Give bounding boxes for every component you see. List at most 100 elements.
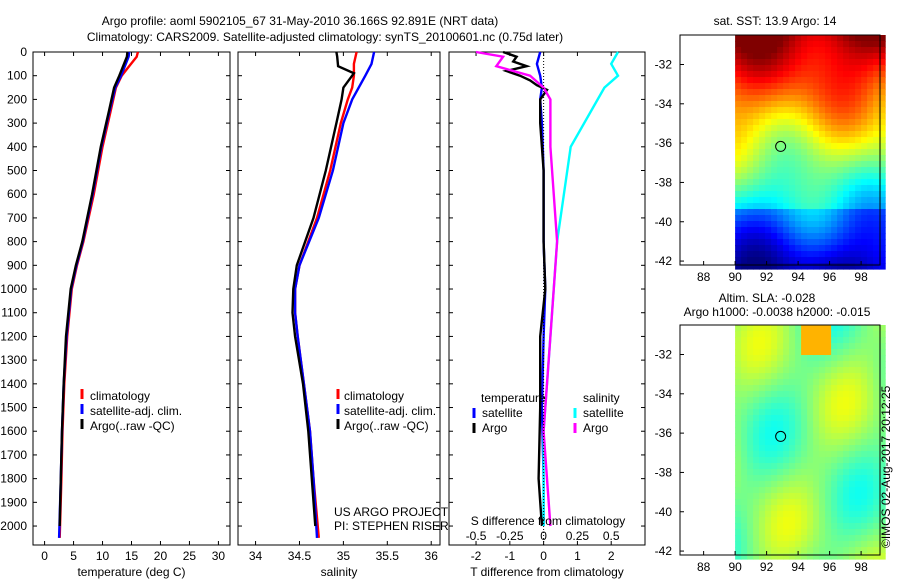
map-cell: [753, 41, 760, 48]
map-cell: [783, 475, 790, 482]
map-cell: [783, 331, 790, 338]
map-cell: [843, 529, 850, 536]
map-cell: [825, 77, 832, 84]
map-cell: [765, 517, 772, 524]
map-cell: [825, 511, 832, 518]
map-cell: [873, 209, 880, 216]
map-cell: [831, 119, 838, 126]
map-cell: [777, 191, 784, 198]
map-cell: [759, 77, 766, 84]
map-cell: [801, 469, 808, 476]
map-cell: [843, 355, 850, 362]
map-cell: [741, 77, 748, 84]
legend-label: Argo(..raw -QC): [90, 419, 175, 433]
map-cell: [753, 71, 760, 78]
map-cell: [795, 263, 802, 270]
map-cell: [777, 197, 784, 204]
map-cell: [741, 535, 748, 542]
map-cell: [789, 233, 796, 240]
map-cell: [741, 59, 748, 66]
map-cell: [849, 89, 856, 96]
map-cell: [819, 83, 826, 90]
map-cell: [753, 433, 760, 440]
map-cell: [825, 41, 832, 48]
y-tick-label: 700: [7, 211, 27, 225]
map-cell: [825, 137, 832, 144]
map-cell: [765, 41, 772, 48]
map-cell: [879, 487, 886, 494]
map-cell: [861, 451, 868, 458]
map-cell: [867, 35, 874, 42]
map-cell: [867, 553, 874, 560]
map-cell: [855, 245, 862, 252]
map-cell: [831, 481, 838, 488]
map-cell: [825, 125, 832, 132]
map-cell: [825, 535, 832, 542]
map-cell: [867, 487, 874, 494]
map-cell: [843, 463, 850, 470]
map-cell: [843, 53, 850, 60]
map-cell: [825, 155, 832, 162]
map-cell: [807, 239, 814, 246]
map-cell: [795, 101, 802, 108]
map-cell: [765, 197, 772, 204]
map-cell: [813, 451, 820, 458]
map-cell: [759, 53, 766, 60]
map-cell: [837, 227, 844, 234]
map-cell: [873, 227, 880, 234]
map-cell: [783, 77, 790, 84]
y-tick-label: 1300: [0, 353, 27, 367]
map-cell: [735, 113, 742, 120]
map-cell: [831, 35, 838, 42]
map-cell: [759, 349, 766, 356]
argo-position-marker: [775, 140, 787, 152]
x-tick-label: 25: [183, 549, 197, 563]
map-cell: [807, 101, 814, 108]
map-cell: [849, 233, 856, 240]
legend-label: climatology: [344, 389, 404, 403]
map-cell: [741, 493, 748, 500]
map-cell: [819, 517, 826, 524]
map-cell: [747, 541, 754, 548]
map-cell: [789, 523, 796, 530]
map-cell: [777, 367, 784, 374]
map-cell: [735, 433, 742, 440]
map-cell: [813, 541, 820, 548]
map-cell: [861, 203, 868, 210]
map-cell: [783, 245, 790, 252]
map-cell: [831, 367, 838, 374]
map-x-tick-label: 92: [760, 270, 774, 284]
map-cell: [795, 113, 802, 120]
map-cell: [789, 119, 796, 126]
map-cell: [777, 143, 784, 150]
map-cell: [837, 463, 844, 470]
map-cell: [759, 137, 766, 144]
map-cell: [867, 469, 874, 476]
map-cell: [801, 361, 808, 368]
map-cell: [741, 421, 748, 428]
legend-title-salinity: salinity: [583, 391, 620, 405]
map-cell: [795, 391, 802, 398]
map-cell: [795, 517, 802, 524]
map-cell: [807, 481, 814, 488]
map-cell: [861, 421, 868, 428]
map-cell: [873, 391, 880, 398]
map-cell: [867, 427, 874, 434]
map-cell: [741, 505, 748, 512]
map-cell: [771, 421, 778, 428]
map-cell: [771, 499, 778, 506]
map-cell: [759, 469, 766, 476]
map-cell: [777, 529, 784, 536]
map-cell: [861, 179, 868, 186]
map-cell: [795, 433, 802, 440]
map-cell: [867, 47, 874, 54]
map-cell: [837, 191, 844, 198]
map-cell: [849, 185, 856, 192]
map-cell: [789, 541, 796, 548]
map-cell: [777, 245, 784, 252]
map-title: sat. SST: 13.9 Argo: 14: [714, 14, 837, 28]
map-cell: [753, 421, 760, 428]
map-cell: [813, 197, 820, 204]
map-cell: [849, 547, 856, 554]
map-cell: [777, 355, 784, 362]
